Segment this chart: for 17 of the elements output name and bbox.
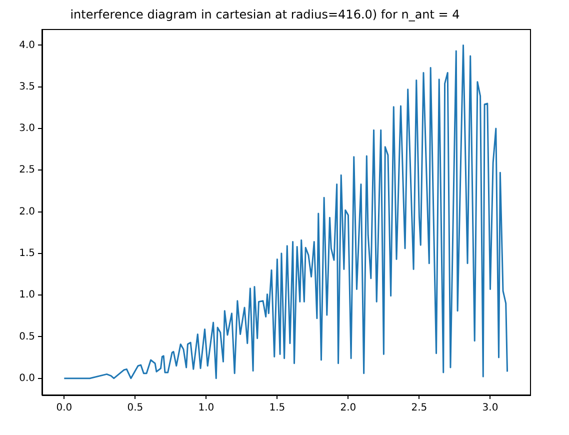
- y-tick-label: 3.5: [19, 81, 35, 92]
- x-tick-label: 3.0: [482, 402, 498, 414]
- y-tick-label: 4.0: [19, 40, 35, 51]
- chart-title: interference diagram in cartesian at radius=416.0) for n_ant = 4: [70, 7, 460, 22]
- y-tick-label: 3.0: [19, 123, 35, 134]
- y-tick-label: 0.5: [19, 331, 35, 342]
- y-tick-label: 2.5: [19, 164, 35, 176]
- x-tick-label: 2.0: [340, 402, 356, 414]
- x-tick-label: 1.0: [198, 402, 214, 414]
- x-tick-label: 2.5: [411, 402, 428, 414]
- y-tick-label: 1.0: [19, 290, 35, 301]
- y-tick-label: 0.0: [19, 372, 35, 384]
- x-tick-label: 0.0: [56, 402, 72, 414]
- x-tick-label: 0.5: [127, 402, 144, 414]
- y-tick-label: 1.5: [19, 248, 35, 260]
- y-tick-label: 2.0: [19, 206, 35, 218]
- x-tick-label: 1.5: [269, 402, 286, 414]
